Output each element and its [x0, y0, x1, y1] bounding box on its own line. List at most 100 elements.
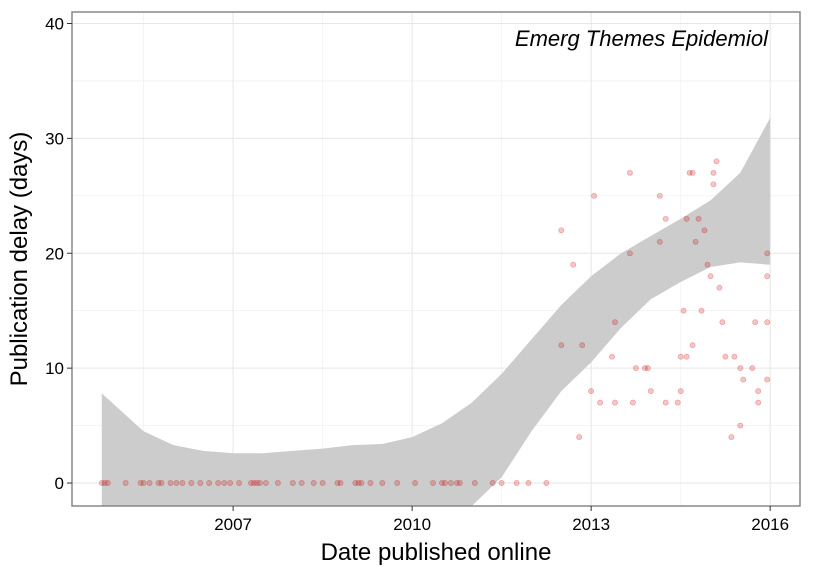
data-point [355, 480, 362, 486]
data-point [764, 273, 771, 280]
data-point [471, 480, 478, 486]
data-point [597, 399, 604, 406]
data-point [254, 480, 260, 486]
data-point [716, 284, 723, 291]
data-point [722, 353, 729, 360]
data-point [647, 388, 654, 395]
x-tick-label: 2010 [393, 515, 431, 534]
data-point [367, 480, 374, 486]
data-point [188, 480, 195, 486]
data-point [579, 342, 586, 349]
data-point [683, 353, 690, 360]
data-point [626, 169, 633, 176]
data-point [337, 480, 344, 486]
data-point [104, 480, 111, 486]
y-axis-ticks: 0 10 20 30 40 [45, 14, 72, 493]
data-point [686, 169, 693, 176]
data-point [439, 480, 445, 486]
data-point [173, 480, 180, 486]
data-point [662, 215, 669, 222]
data-point [412, 480, 419, 486]
data-point [215, 480, 222, 486]
data-point [656, 238, 663, 245]
data-point [674, 399, 681, 406]
data-point [749, 365, 756, 372]
y-tick-label: 20 [45, 244, 64, 263]
y-axis-title: Publication delay (days) [6, 132, 33, 387]
data-point [155, 480, 162, 486]
data-point [764, 250, 771, 257]
data-point [698, 307, 705, 314]
data-point [298, 480, 305, 486]
confidence-band [101, 117, 771, 506]
data-point [656, 192, 663, 199]
x-tick-label: 2007 [214, 515, 252, 534]
data-point [179, 480, 186, 486]
data-point [379, 480, 386, 486]
data-points [98, 158, 771, 486]
data-point [683, 215, 690, 222]
data-point [728, 434, 735, 441]
data-point [453, 480, 460, 486]
data-point [612, 399, 618, 406]
plot-border [71, 11, 801, 507]
data-point [558, 227, 565, 234]
data-point [740, 376, 747, 383]
major-gridlines [72, 12, 800, 506]
data-point [710, 169, 717, 176]
data-point [206, 480, 213, 486]
x-axis-ticks: 2007 2010 2013 2016 [214, 506, 789, 534]
data-point [570, 261, 577, 268]
data-point [591, 192, 598, 199]
data-point [358, 480, 365, 486]
data-point [227, 480, 234, 486]
data-point [713, 158, 720, 165]
data-point [629, 399, 636, 406]
data-point [489, 480, 496, 486]
data-point [719, 319, 726, 326]
data-point [525, 480, 532, 486]
data-point [641, 365, 648, 372]
data-point [626, 250, 633, 257]
data-point [677, 388, 684, 395]
data-point [310, 480, 317, 486]
data-point [197, 480, 204, 486]
data-point [731, 353, 738, 360]
data-point [236, 480, 243, 486]
data-point [707, 273, 714, 280]
x-axis-title: Date published online [321, 539, 552, 566]
data-point [334, 480, 341, 486]
data-point [137, 480, 144, 486]
data-point [692, 238, 699, 245]
y-tick-label: 30 [45, 129, 64, 148]
data-point [710, 181, 717, 188]
data-point [644, 365, 651, 372]
data-point [262, 480, 269, 486]
data-point [558, 342, 565, 349]
data-point [447, 480, 454, 486]
data-point [319, 480, 326, 486]
data-point [248, 480, 254, 486]
data-point [394, 480, 401, 486]
data-point [737, 365, 744, 372]
data-point [257, 480, 263, 486]
chart-annotation: Emerg Themes Epidemiol [515, 26, 769, 51]
data-point [456, 480, 463, 486]
data-point [701, 227, 708, 234]
data-point [543, 480, 550, 486]
data-point [146, 480, 153, 486]
data-point [352, 480, 359, 486]
data-point [695, 215, 702, 222]
data-point [755, 399, 762, 406]
data-point [632, 365, 639, 372]
data-point [221, 480, 228, 486]
data-point [588, 388, 595, 395]
data-point [274, 480, 281, 486]
data-point [764, 319, 771, 326]
data-point [764, 376, 771, 383]
minor-gridlines [72, 12, 800, 506]
data-point [158, 480, 165, 486]
data-point [689, 342, 696, 349]
data-point [513, 480, 520, 486]
data-point [498, 480, 505, 486]
